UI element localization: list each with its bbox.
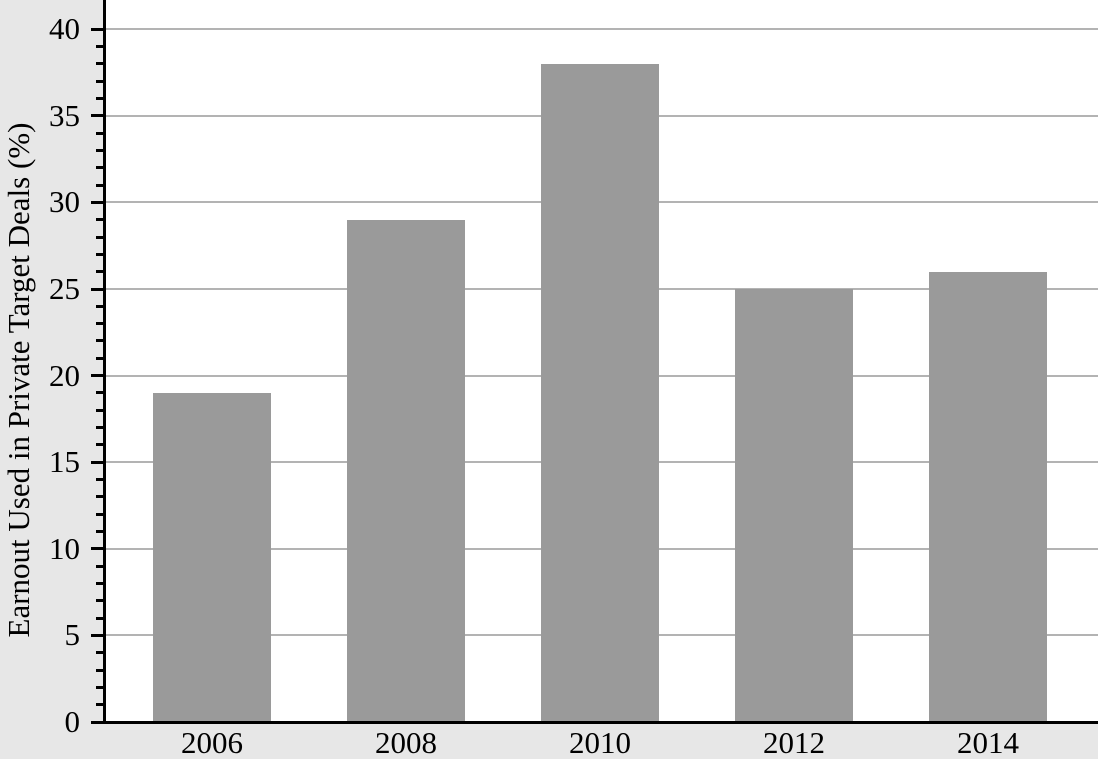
y-tick-label-5: 5 xyxy=(64,617,81,653)
y-minor-tick-38 xyxy=(96,62,103,66)
y-tick-label-25: 25 xyxy=(49,271,80,306)
y-minor-tick-3 xyxy=(96,668,103,672)
bar-2012 xyxy=(735,289,853,721)
y-tick-label-40: 40 xyxy=(49,11,80,47)
x-tick-label-2008: 2008 xyxy=(375,725,437,759)
x-tick-label-2010: 2010 xyxy=(569,725,631,759)
bar-2010 xyxy=(541,63,659,721)
y-minor-tick-31 xyxy=(96,183,103,187)
y-major-tick-5 xyxy=(91,633,103,637)
y-minor-tick-11 xyxy=(96,529,103,533)
y-tick-label-0: 0 xyxy=(64,704,81,739)
y-axis-line xyxy=(103,0,106,724)
y-major-tick-10 xyxy=(91,547,103,551)
x-axis-line xyxy=(91,721,1098,724)
y-axis-title: Earnout Used in Private Target Deals (%) xyxy=(1,122,36,638)
y-minor-tick-7 xyxy=(96,599,103,603)
y-major-tick-25 xyxy=(91,287,103,291)
y-minor-tick-21 xyxy=(96,356,103,360)
y-major-tick-35 xyxy=(91,114,103,118)
y-tick-label-10: 10 xyxy=(49,530,80,566)
y-minor-tick-4 xyxy=(96,651,103,655)
y-minor-tick-37 xyxy=(96,79,103,83)
y-minor-tick-2 xyxy=(96,685,103,689)
y-tick-label-20: 20 xyxy=(49,357,80,393)
y-minor-tick-23 xyxy=(96,322,103,326)
x-tick-label-2012: 2012 xyxy=(763,725,825,759)
y-minor-tick-18 xyxy=(96,408,103,412)
y-major-tick-30 xyxy=(91,200,103,204)
y-minor-tick-29 xyxy=(96,218,103,222)
y-minor-tick-6 xyxy=(96,616,103,620)
y-major-tick-15 xyxy=(91,460,103,464)
y-minor-tick-13 xyxy=(96,495,103,499)
x-tick-label-2014: 2014 xyxy=(957,725,1019,759)
y-minor-tick-28 xyxy=(96,235,103,239)
y-major-tick-20 xyxy=(91,374,103,378)
bar-2008 xyxy=(347,219,465,721)
y-minor-tick-22 xyxy=(96,339,103,343)
gridline-y-40 xyxy=(106,28,1098,31)
y-minor-tick-33 xyxy=(96,148,103,152)
y-minor-tick-26 xyxy=(96,270,103,274)
y-tick-label-30: 30 xyxy=(49,184,80,220)
y-major-tick-0 xyxy=(91,720,103,724)
bar-2014 xyxy=(929,271,1047,721)
y-minor-tick-32 xyxy=(96,166,103,170)
y-major-tick-40 xyxy=(91,27,103,31)
y-minor-tick-17 xyxy=(96,426,103,430)
x-tick-label-2006: 2006 xyxy=(181,725,243,759)
y-tick-label-15: 15 xyxy=(49,444,80,480)
y-minor-tick-14 xyxy=(96,478,103,482)
y-minor-tick-1 xyxy=(96,703,103,707)
y-minor-tick-12 xyxy=(96,512,103,516)
y-minor-tick-39 xyxy=(96,45,103,49)
y-minor-tick-16 xyxy=(96,443,103,447)
y-minor-tick-19 xyxy=(96,391,103,395)
bar-2006 xyxy=(153,392,271,721)
y-minor-tick-34 xyxy=(96,131,103,135)
y-minor-tick-36 xyxy=(96,96,103,100)
y-minor-tick-24 xyxy=(96,304,103,308)
y-minor-tick-27 xyxy=(96,252,103,256)
y-tick-label-35: 35 xyxy=(49,97,80,133)
y-minor-tick-9 xyxy=(96,564,103,568)
y-minor-tick-8 xyxy=(96,581,103,585)
